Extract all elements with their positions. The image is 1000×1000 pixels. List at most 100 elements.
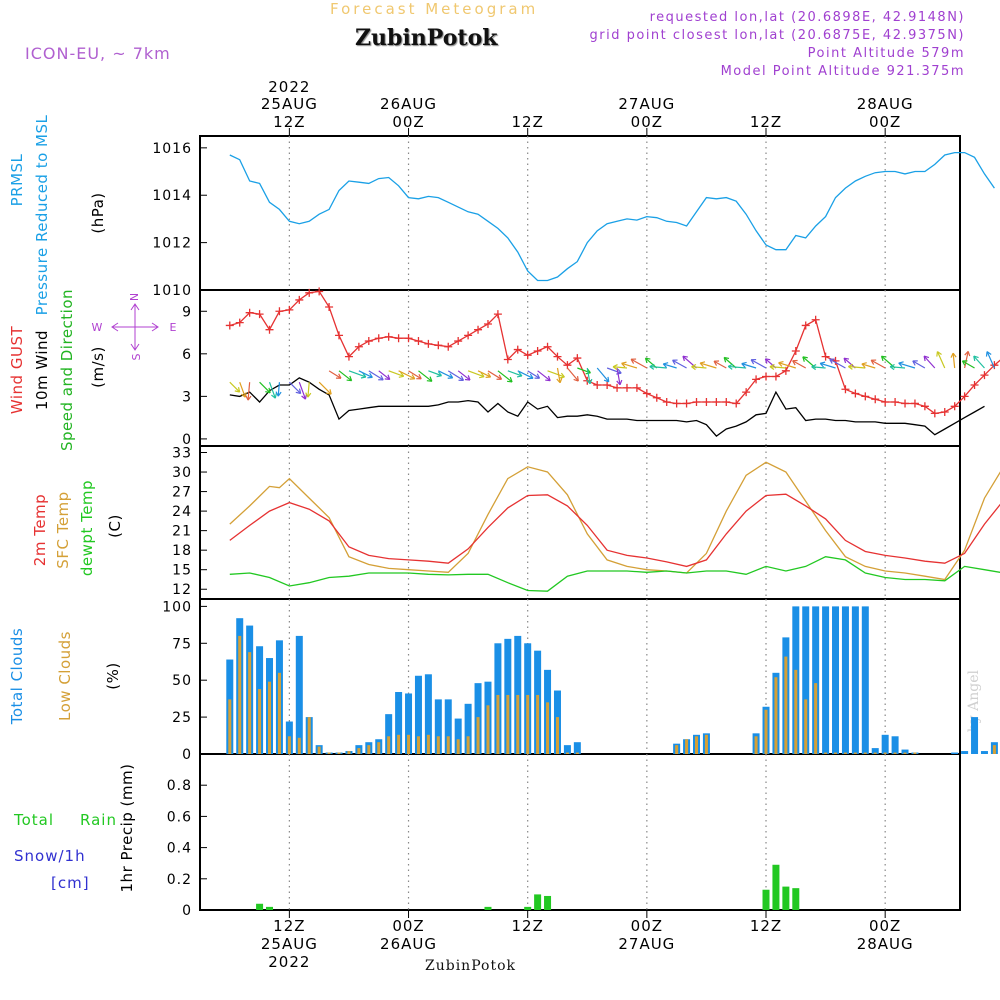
- y-tick-label: 21: [172, 524, 192, 540]
- unit-hpa: (hPa): [89, 192, 107, 233]
- gust-marker: [662, 398, 671, 407]
- ylabel-t2m: 2m Temp: [31, 494, 49, 566]
- gust-marker: [970, 381, 979, 390]
- wind-arrowhead: [662, 362, 669, 369]
- wind-arrowhead: [923, 355, 930, 362]
- total-cloud-bar: [563, 745, 571, 754]
- wind-arrow: [477, 370, 491, 378]
- rain-bar: [534, 894, 542, 910]
- y-tick-label: 50: [172, 673, 192, 689]
- low-cloud-bar: [258, 689, 262, 754]
- gust-marker: [861, 392, 870, 401]
- footer-station: ZubinPotok: [425, 958, 517, 974]
- y-tick-label: 30: [172, 465, 192, 481]
- wind-arrowhead: [326, 389, 332, 395]
- gust-marker: [325, 303, 334, 312]
- wind-arrow: [318, 381, 332, 395]
- wind-arrow: [861, 363, 876, 369]
- wind-arrow: [829, 358, 846, 369]
- gust-marker: [910, 399, 919, 408]
- gust-marker: [255, 310, 264, 319]
- gust-marker: [503, 355, 512, 364]
- wind-arrowhead: [691, 363, 697, 371]
- wind-arrow: [713, 360, 727, 369]
- wind-arrow: [378, 370, 391, 380]
- wind-arrow: [820, 362, 836, 369]
- panel-frame: [199, 289, 961, 447]
- legend-total: Total: [13, 811, 54, 829]
- unit-ms: (m/s): [89, 346, 107, 388]
- ylabel-dewpt: dewpt Temp: [78, 480, 96, 576]
- wind-arrowhead: [936, 351, 942, 357]
- wind-arrow: [741, 363, 757, 369]
- gust-marker: [811, 315, 820, 324]
- low-cloud-bar: [814, 683, 818, 754]
- gust-marker: [762, 372, 771, 381]
- gust-marker: [553, 352, 562, 361]
- total-cloud-bar: [861, 606, 869, 754]
- y-tick-label: 24: [172, 504, 192, 520]
- gust-marker: [980, 371, 989, 380]
- wind-arrowhead: [436, 371, 443, 378]
- gust-marker: [950, 402, 959, 411]
- low-cloud-bar: [873, 752, 877, 754]
- rain-bar: [266, 906, 274, 910]
- gust-marker: [315, 287, 324, 296]
- wind-arrow: [691, 366, 707, 369]
- low-cloud-bar: [834, 752, 838, 754]
- wind-arrow: [408, 370, 422, 380]
- gust-marker: [742, 388, 751, 397]
- wind-arrow: [612, 366, 628, 369]
- gust-marker: [483, 320, 492, 329]
- low-cloud-bar: [446, 736, 450, 754]
- compass-e: E: [170, 321, 177, 334]
- wind-arrow: [898, 362, 916, 369]
- compass-n: N: [128, 293, 141, 301]
- wind-arrow: [497, 370, 513, 383]
- wind-arrowhead: [559, 372, 565, 379]
- low-cloud-bar: [903, 752, 907, 754]
- wind-arrowhead: [265, 387, 271, 394]
- panel-frame: [199, 135, 961, 291]
- y-tick-label: 1014: [152, 188, 192, 204]
- ylabel-pressure: Pressure Reduced to MSL: [33, 114, 51, 315]
- wind-arrow: [964, 351, 969, 369]
- gust-marker: [622, 383, 631, 392]
- wind-arrowhead: [416, 374, 422, 380]
- wind-arrow: [769, 366, 786, 369]
- wind-arrow: [438, 370, 453, 379]
- wind-arrow: [952, 353, 956, 369]
- wind-arrowhead: [644, 357, 651, 364]
- time-label-date: 25AUG: [261, 935, 318, 953]
- total-cloud-bar: [573, 742, 581, 754]
- wind-line: [229, 377, 985, 437]
- wind-arrowhead: [485, 372, 492, 378]
- total-cloud-bar: [464, 703, 472, 754]
- ylabel-low-clouds: Low Clouds: [56, 631, 74, 721]
- wind-arrow: [621, 362, 638, 369]
- rain-bar: [256, 903, 264, 910]
- low-cloud-bar: [992, 745, 996, 754]
- model-name: ICON-EU, ~ 7km: [25, 44, 171, 63]
- low-cloud-bar: [416, 736, 420, 754]
- y-tick-label: 100: [162, 599, 192, 615]
- low-cloud-bar: [436, 736, 440, 754]
- low-cloud-bar: [546, 702, 550, 754]
- legend-snow-unit: [cm]: [51, 874, 90, 892]
- wind-arrowhead: [409, 374, 416, 380]
- gust-marker: [603, 381, 612, 390]
- low-cloud-bar: [357, 748, 361, 754]
- y-tick-label: 9: [182, 304, 192, 320]
- y-tick-label: 1012: [152, 236, 192, 252]
- wind-arrowhead: [741, 361, 747, 368]
- y-tick-label: 25: [172, 710, 192, 726]
- gust-marker: [593, 381, 602, 390]
- gust-marker: [930, 409, 939, 418]
- low-cloud-bar: [794, 669, 798, 754]
- total-cloud-bar: [434, 699, 442, 754]
- closest-point: grid point closest lon,lat (20.6875E, 42…: [589, 28, 965, 43]
- gust-marker: [335, 331, 344, 340]
- total-cloud-bar: [802, 606, 810, 754]
- wind-arrowhead: [305, 392, 312, 398]
- unit-pct: (%): [104, 662, 122, 689]
